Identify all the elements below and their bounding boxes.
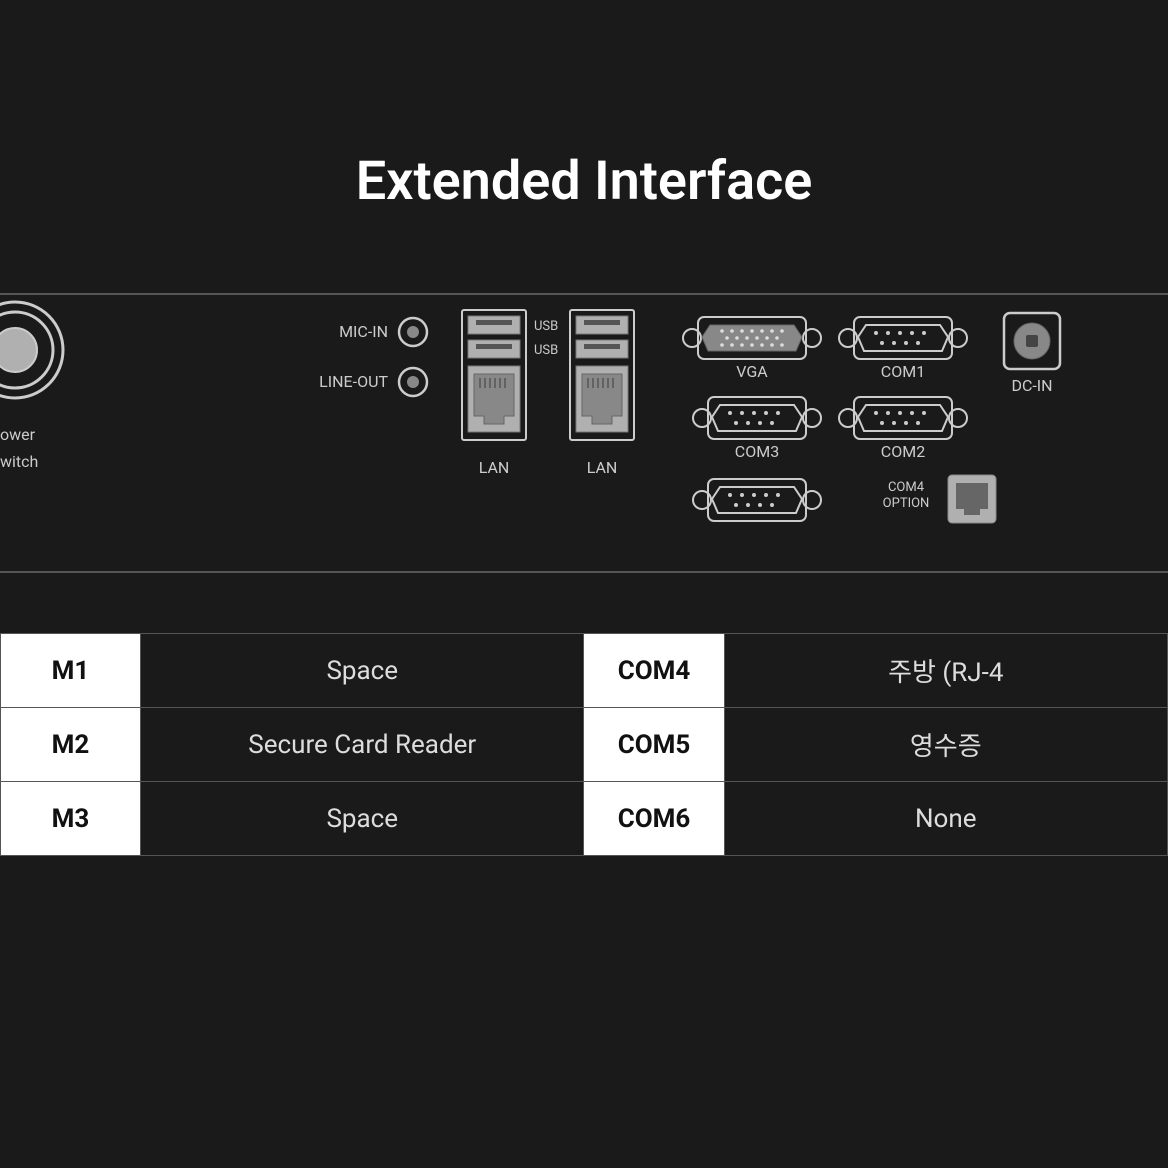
table-row: M2 Secure Card Reader COM5 영수증 (1, 708, 1168, 782)
table-value-cell: Space (141, 782, 584, 856)
power-switch-label-1: ower (0, 425, 36, 444)
table-head-cell: COM6 (584, 782, 724, 856)
audio-jacks: MIC-IN LINE-OUT (319, 318, 427, 396)
table-head-cell: M3 (1, 782, 141, 856)
db9-connector-icon (712, 405, 802, 431)
table-head-cell: M2 (1, 708, 141, 782)
line-out-label: LINE-OUT (319, 372, 388, 391)
com4-option: COM4 OPTION (883, 475, 996, 523)
table-row: M3 Space COM6 None (1, 782, 1168, 856)
table-value-cell: Secure Card Reader (141, 708, 584, 782)
com3-port: COM3 (693, 397, 821, 461)
vga-port: VGA (683, 317, 821, 381)
com4-label: COM4 (888, 480, 925, 495)
table-value-cell: None (724, 782, 1167, 856)
table-row: M1 Space COM4 주방 (RJ-4 (1, 634, 1168, 708)
db9-connector-icon (712, 487, 802, 513)
extra-db9-port (693, 479, 821, 521)
page-title: Extended Interface (0, 0, 1168, 273)
com1-port: COM1 (839, 317, 967, 381)
vga-connector-icon (702, 325, 802, 351)
table-value-cell: 주방 (RJ-4 (724, 634, 1167, 708)
power-switch-label-2: witch (0, 452, 38, 471)
table-head-cell: COM4 (584, 634, 724, 708)
com1-label: COM1 (881, 362, 925, 381)
usb-label: USB (534, 319, 558, 334)
io-panel-svg: ower witch MIC-IN LINE-OUT (0, 295, 1168, 575)
table-value-cell: 영수증 (724, 708, 1167, 782)
com3-label: COM3 (735, 442, 779, 461)
dc-in-port: DC-IN (1004, 313, 1060, 395)
com2-port: COM2 (839, 397, 967, 461)
usb-label: USB (534, 343, 558, 358)
power-switch-icon (0, 302, 63, 398)
table-head-cell: COM5 (584, 708, 724, 782)
db9-connector-icon (858, 325, 948, 351)
com2-label: COM2 (881, 442, 925, 461)
lan-usb-stack-2: LAN (570, 310, 634, 477)
table-head-cell: M1 (1, 634, 141, 708)
io-panel: ower witch MIC-IN LINE-OUT (0, 293, 1168, 573)
dc-in-label: DC-IN (1011, 376, 1052, 395)
com4-option-label: OPTION (883, 496, 930, 511)
lan-label: LAN (587, 458, 618, 477)
lan-usb-stack-1: USB USB LAN (462, 310, 558, 477)
ethernet-port-icon (576, 366, 628, 432)
vga-label: VGA (736, 362, 768, 381)
db9-connector-icon (858, 405, 948, 431)
table-value-cell: Space (141, 634, 584, 708)
page: Extended Interface ower witch MIC-IN LIN… (0, 0, 1168, 1168)
mic-in-label: MIC-IN (339, 322, 388, 341)
ethernet-port-icon (468, 366, 520, 432)
rj-jack-icon (948, 475, 996, 523)
com-mapping-table: M1 Space COM4 주방 (RJ-4 M2 Secure Card Re… (0, 633, 1168, 856)
lan-label: LAN (479, 458, 510, 477)
